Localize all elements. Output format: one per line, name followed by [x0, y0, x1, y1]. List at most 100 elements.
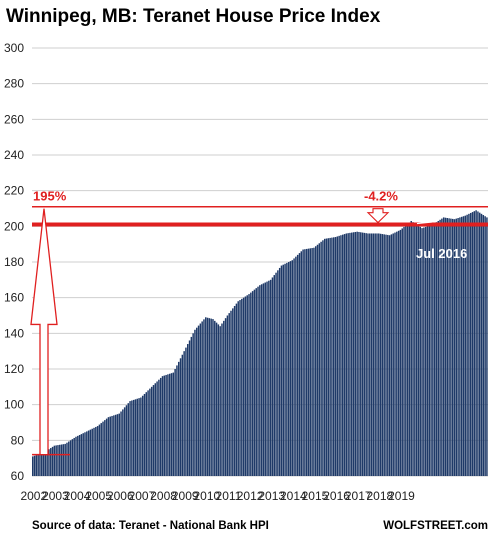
- bar: [343, 234, 346, 476]
- bar: [116, 414, 119, 476]
- bar: [93, 427, 95, 476]
- bar: [390, 234, 393, 476]
- y-tick-label: 220: [4, 184, 24, 198]
- bar: [340, 235, 342, 476]
- x-tick-label: 2018: [367, 489, 394, 503]
- y-tick-label: 100: [4, 398, 24, 412]
- bar: [287, 262, 290, 476]
- bar: [80, 434, 83, 476]
- bar: [363, 232, 366, 476]
- y-tick-label: 260: [4, 112, 24, 126]
- bar: [459, 217, 461, 476]
- bar: [385, 234, 387, 476]
- bar: [87, 430, 90, 476]
- bar: [138, 398, 140, 476]
- bar: [296, 254, 299, 476]
- bar: [264, 282, 266, 476]
- bar: [322, 240, 324, 476]
- bar: [237, 301, 239, 476]
- bar: [201, 321, 203, 476]
- bar: [282, 264, 285, 476]
- y-tick-label: 300: [4, 41, 24, 55]
- bar: [338, 235, 340, 476]
- bar: [42, 452, 45, 476]
- bar: [379, 233, 382, 476]
- bar: [387, 234, 389, 476]
- top-change-label: -4.2%: [364, 189, 398, 204]
- bar: [277, 270, 279, 476]
- bar: [75, 436, 77, 476]
- y-axis-ticks: 60 80 100 120 140 160 180 200 220 240 260 280 300: [4, 41, 24, 483]
- bar: [342, 234, 344, 476]
- bar: [460, 216, 463, 477]
- bar: [291, 260, 294, 476]
- bar: [82, 433, 84, 476]
- bar: [442, 217, 445, 476]
- bar: [455, 218, 458, 476]
- bar: [428, 225, 430, 476]
- bar: [260, 284, 263, 476]
- bar: [91, 428, 93, 476]
- bar: [383, 234, 385, 476]
- bar: [293, 258, 295, 476]
- bar: [86, 431, 88, 476]
- bar: [147, 390, 149, 476]
- bar: [48, 449, 50, 476]
- bar: [367, 233, 369, 476]
- bar: [244, 296, 247, 476]
- bar: [196, 327, 198, 476]
- bar: [95, 426, 97, 476]
- bar: [300, 251, 303, 476]
- x-tick-label: 2009: [172, 489, 199, 503]
- bar: [105, 418, 108, 476]
- bar: [424, 226, 427, 476]
- bar: [235, 303, 238, 476]
- bar: [250, 292, 252, 476]
- credit-label: WOLFSTREET.com: [383, 520, 488, 532]
- bar: [329, 237, 331, 476]
- bar: [127, 403, 130, 476]
- bar: [381, 234, 384, 476]
- bar: [302, 249, 304, 476]
- bar: [125, 405, 128, 476]
- bar: [98, 424, 101, 476]
- x-tick-label: 2011: [216, 489, 242, 503]
- bar: [187, 344, 189, 476]
- bar: [226, 315, 229, 476]
- x-tick-label: 2002: [20, 489, 47, 503]
- bar: [313, 247, 315, 476]
- bar: [44, 451, 47, 476]
- x-tick-label: 2008: [150, 489, 177, 503]
- bar: [369, 233, 371, 476]
- bar: [159, 377, 162, 476]
- bar: [271, 277, 274, 476]
- bar: [183, 351, 185, 476]
- bar: [78, 434, 81, 476]
- bar: [334, 237, 337, 476]
- bar: [109, 416, 111, 476]
- bar: [219, 326, 221, 476]
- bar: [107, 417, 110, 476]
- bar: [241, 298, 243, 476]
- bar: [145, 392, 148, 476]
- bar: [188, 340, 191, 476]
- bar: [289, 261, 292, 476]
- bar: [134, 399, 137, 476]
- x-tick-label: 2013: [258, 489, 285, 503]
- bar: [89, 429, 92, 476]
- bar: [280, 265, 283, 476]
- bar: [376, 233, 378, 476]
- bar: [311, 248, 313, 476]
- annotations: 195% -4.2% Jul 2016: [30, 189, 488, 456]
- bar: [172, 372, 175, 476]
- bar: [167, 374, 169, 476]
- x-tick-label: 2017: [345, 489, 372, 503]
- bar: [304, 249, 306, 476]
- y-tick-label: 240: [4, 148, 24, 162]
- bar: [462, 216, 465, 476]
- peak-date-label: Jul 2016: [416, 246, 467, 261]
- bar: [62, 444, 65, 476]
- bar: [351, 232, 353, 476]
- source-note: Source of data: Teranet - National Bank …: [32, 520, 269, 532]
